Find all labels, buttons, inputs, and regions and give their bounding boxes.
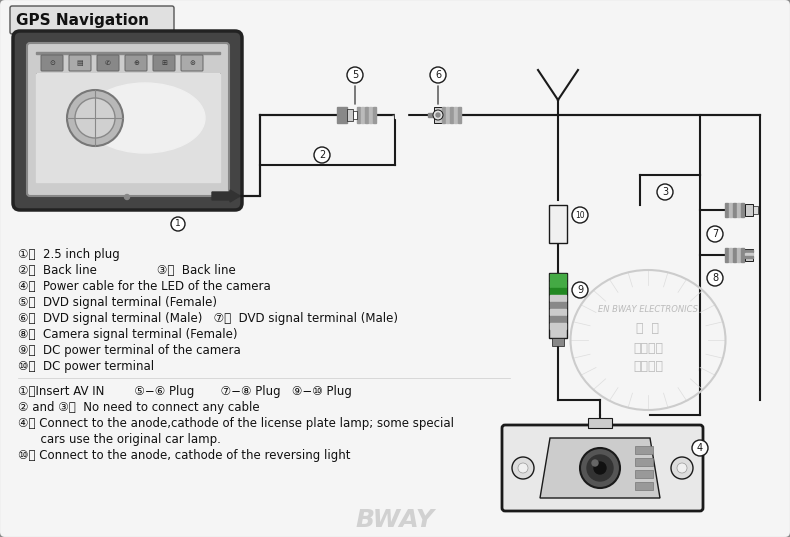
Text: ⑤：  DVD signal terminal (Female): ⑤： DVD signal terminal (Female) <box>18 296 217 309</box>
Bar <box>745 250 753 252</box>
Bar <box>745 249 753 261</box>
FancyBboxPatch shape <box>97 55 119 71</box>
Circle shape <box>707 226 723 242</box>
Bar <box>552 338 564 346</box>
Text: ⑥：  DVD signal terminal (Male)   ⑦：  DVD signal terminal (Male): ⑥： DVD signal terminal (Male) ⑦： DVD sig… <box>18 312 398 325</box>
Text: 6: 6 <box>435 70 441 80</box>
Circle shape <box>314 147 330 163</box>
Text: ⊞: ⊞ <box>161 60 167 66</box>
Text: ② and ③：  No need to connect any cable: ② and ③： No need to connect any cable <box>18 401 260 414</box>
Bar <box>745 253 753 255</box>
Circle shape <box>67 90 123 146</box>
Polygon shape <box>540 438 660 498</box>
Text: cars use the original car lamp.: cars use the original car lamp. <box>18 433 221 446</box>
Text: ⑧：  Camera signal terminal (Female): ⑧： Camera signal terminal (Female) <box>18 328 238 341</box>
Circle shape <box>692 440 708 456</box>
Text: 10: 10 <box>575 211 585 220</box>
Circle shape <box>430 67 446 83</box>
Bar <box>442 107 445 123</box>
Text: 2: 2 <box>319 150 325 160</box>
Text: 3: 3 <box>662 187 668 197</box>
Bar <box>373 107 376 123</box>
Bar <box>550 295 566 301</box>
Bar <box>635 458 653 466</box>
Bar <box>353 111 357 119</box>
Circle shape <box>671 457 693 479</box>
Text: ✆: ✆ <box>105 60 111 66</box>
Bar <box>36 74 220 182</box>
Text: 恒展电子: 恒展电子 <box>633 342 663 354</box>
Text: 5: 5 <box>352 70 358 80</box>
Text: GPS Navigation: GPS Navigation <box>16 13 149 28</box>
Text: 1: 1 <box>175 220 181 229</box>
Bar <box>550 274 566 280</box>
Bar <box>550 323 566 329</box>
Bar <box>549 273 567 338</box>
Bar <box>729 203 732 217</box>
Circle shape <box>347 67 363 83</box>
Bar <box>635 470 653 478</box>
Circle shape <box>518 463 528 473</box>
Bar <box>365 107 368 123</box>
Bar <box>36 52 220 72</box>
Text: ④：  Power cable for the LED of the camera: ④： Power cable for the LED of the camera <box>18 280 271 293</box>
Bar <box>737 248 740 262</box>
Text: ⑩：  DC power terminal: ⑩： DC power terminal <box>18 360 154 373</box>
Bar <box>395 112 407 118</box>
Text: 有限公司: 有限公司 <box>633 359 663 373</box>
Circle shape <box>125 194 130 200</box>
Circle shape <box>433 110 443 120</box>
Circle shape <box>572 282 588 298</box>
Bar <box>733 203 736 217</box>
Bar <box>450 107 453 123</box>
Bar <box>357 107 360 123</box>
Bar <box>36 52 220 54</box>
FancyBboxPatch shape <box>13 31 242 210</box>
Bar <box>733 248 736 262</box>
Bar <box>588 418 612 428</box>
FancyBboxPatch shape <box>36 52 220 182</box>
FancyArrow shape <box>212 190 240 202</box>
Bar <box>361 107 364 123</box>
Bar <box>745 256 753 258</box>
Bar <box>635 446 653 454</box>
Text: ⊕: ⊕ <box>133 60 139 66</box>
FancyBboxPatch shape <box>27 43 229 196</box>
Bar <box>454 107 457 123</box>
FancyBboxPatch shape <box>69 55 91 71</box>
Bar <box>550 309 566 315</box>
Bar <box>550 302 566 308</box>
Bar <box>347 109 353 121</box>
Circle shape <box>580 448 620 488</box>
Bar <box>737 203 740 217</box>
FancyBboxPatch shape <box>125 55 147 71</box>
Bar <box>428 113 434 117</box>
FancyBboxPatch shape <box>502 425 703 511</box>
Text: ⑨：  DC power terminal of the camera: ⑨： DC power terminal of the camera <box>18 344 241 357</box>
Bar <box>446 107 449 123</box>
Bar <box>635 482 653 490</box>
Bar <box>337 107 347 123</box>
Circle shape <box>594 462 606 474</box>
FancyBboxPatch shape <box>10 6 174 34</box>
Text: BWAY: BWAY <box>356 508 434 532</box>
FancyBboxPatch shape <box>181 55 203 71</box>
FancyBboxPatch shape <box>153 55 175 71</box>
Circle shape <box>677 463 687 473</box>
Text: ⑩： Connect to the anode, cathode of the reversing light: ⑩： Connect to the anode, cathode of the … <box>18 449 351 462</box>
Bar <box>550 288 566 294</box>
Circle shape <box>592 460 598 466</box>
Bar <box>458 107 461 123</box>
Text: 8: 8 <box>712 273 718 283</box>
Circle shape <box>572 207 588 223</box>
Text: ⊙: ⊙ <box>49 60 55 66</box>
Circle shape <box>707 270 723 286</box>
Bar <box>550 281 566 287</box>
FancyBboxPatch shape <box>41 55 63 71</box>
Ellipse shape <box>85 83 205 153</box>
Circle shape <box>75 98 115 138</box>
Bar <box>745 204 753 216</box>
Circle shape <box>512 457 534 479</box>
Bar <box>550 316 566 322</box>
